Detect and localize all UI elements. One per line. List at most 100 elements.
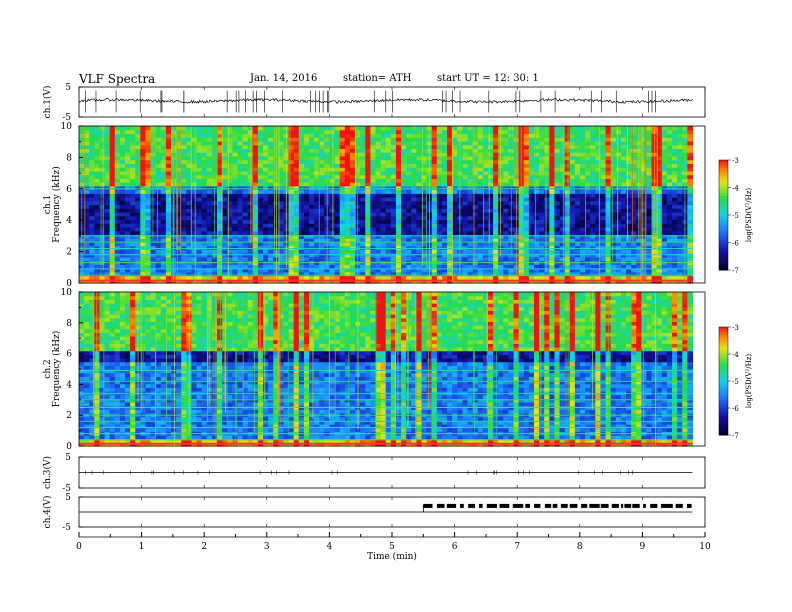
spectrogram-cell — [94, 238, 101, 243]
spectrogram-cell — [452, 133, 458, 138]
spectrogram-cell — [319, 253, 325, 258]
spectrogram-cell — [600, 219, 607, 224]
spectrogram-cell — [406, 197, 412, 202]
spectrogram-cell — [580, 182, 586, 187]
spectrogram-cell — [564, 182, 571, 187]
spectrogram-cell — [401, 264, 407, 269]
spectrogram-cell — [145, 148, 152, 153]
spectrogram-cell — [227, 159, 233, 164]
spectrogram-cell — [620, 155, 627, 161]
spectrogram-cell — [375, 230, 382, 236]
spectrogram-cell — [544, 148, 550, 153]
spectrogram-cell — [656, 133, 663, 138]
spectrogram-cell — [186, 126, 193, 131]
spectrogram-cell — [237, 215, 244, 221]
spectrogram-cell — [288, 230, 295, 236]
spectrogram-cell — [672, 144, 678, 150]
spectrogram-cell — [125, 137, 131, 142]
spectrogram-cell — [176, 155, 182, 161]
spectrogram-cell — [191, 189, 198, 194]
spectrogram-cell — [498, 174, 504, 179]
spectrogram-cell — [232, 140, 239, 146]
spectrogram-cell — [447, 268, 453, 273]
spectrogram-cell — [257, 223, 264, 228]
spectrogram-cell — [247, 256, 254, 262]
spectrogram-cell — [615, 268, 622, 273]
spectrogram-cell — [360, 193, 366, 198]
spectrogram-cell — [677, 159, 683, 164]
spectrogram-cell — [482, 155, 489, 161]
spectrogram-cell — [590, 133, 596, 138]
spectrogram-cell — [626, 144, 632, 150]
spectrogram-cell — [201, 148, 208, 153]
spectrogram-cell — [549, 275, 556, 280]
spectrogram-cell — [176, 268, 182, 273]
spectrogram-cell — [349, 200, 356, 206]
spectrogram-cell — [503, 208, 510, 213]
spectrogram-cell — [160, 144, 167, 150]
spectrogram-cell — [472, 226, 479, 232]
spectrogram-cell — [406, 137, 412, 142]
spectrogram-cell — [523, 144, 530, 150]
spectrogram-cell — [411, 268, 418, 273]
spectrogram-cell — [186, 234, 193, 239]
spectrogram-cell — [477, 215, 484, 221]
spectrogram-cell — [569, 155, 576, 161]
spectrogram-cell — [222, 215, 228, 221]
spectrogram-cell — [539, 208, 545, 213]
spectrogram-cell — [559, 223, 566, 228]
spectrogram-cell — [554, 159, 561, 164]
spectrogram-cell — [380, 144, 387, 150]
spectrogram-cell — [569, 238, 576, 243]
spectrogram-cell — [135, 275, 141, 280]
spectrogram-cell — [84, 129, 90, 135]
spectrogram-cell — [375, 271, 382, 277]
spectrogram-cell — [268, 241, 274, 247]
spectrogram-cell — [569, 178, 576, 183]
spectrogram-cell — [268, 178, 274, 183]
spectrogram-cell — [278, 148, 285, 153]
spectrogram-cell — [528, 208, 535, 213]
spectrogram-cell — [493, 163, 499, 168]
spectrogram-cell — [309, 144, 315, 150]
spectrogram-cell — [523, 234, 530, 239]
spectrogram-cell — [559, 137, 566, 142]
spectrogram-cell — [661, 129, 668, 135]
spectrogram-cell — [615, 253, 622, 258]
spectrogram-cell — [672, 245, 678, 250]
spectrogram-cell — [114, 133, 121, 138]
spectrogram-cell — [375, 256, 382, 262]
spectrogram-cell — [145, 241, 152, 247]
spectrogram-cell — [467, 249, 474, 254]
spectrogram-cell — [416, 182, 423, 187]
spectrogram-cell — [503, 152, 510, 157]
spectrogram-cell — [651, 268, 658, 273]
spectrogram-cell — [125, 219, 131, 224]
spectrogram-cell — [452, 211, 458, 217]
spectrogram-cell — [534, 126, 540, 131]
spectrogram-cell — [298, 148, 305, 153]
spectrogram-cell — [232, 230, 239, 236]
spectrogram-cell — [544, 193, 550, 198]
spectrogram-cell — [401, 140, 407, 146]
spectrogram-cell — [181, 256, 187, 262]
spectrogram-cell — [554, 148, 561, 153]
spectrogram-cell — [523, 126, 530, 131]
spectrogram-cell — [365, 152, 371, 157]
spectrogram-cell — [554, 133, 561, 138]
spectrogram-cell — [544, 178, 550, 183]
spectrogram-cell — [339, 238, 346, 243]
spectrogram-cell — [155, 234, 162, 239]
spectrogram-cell — [268, 133, 274, 138]
spectrogram-cell — [263, 241, 269, 247]
spectrogram-cell — [191, 126, 198, 131]
spectrogram-cell — [114, 137, 121, 142]
spectrogram-cell — [401, 129, 407, 135]
spectrogram-cell — [293, 238, 300, 243]
spectrogram-cell — [431, 245, 438, 250]
spectrogram-cell — [559, 148, 566, 153]
spectrogram-cell — [94, 193, 101, 198]
spectrogram-cell — [263, 215, 269, 221]
spectrogram-cell — [482, 238, 489, 243]
spectrogram-cell — [631, 193, 637, 198]
